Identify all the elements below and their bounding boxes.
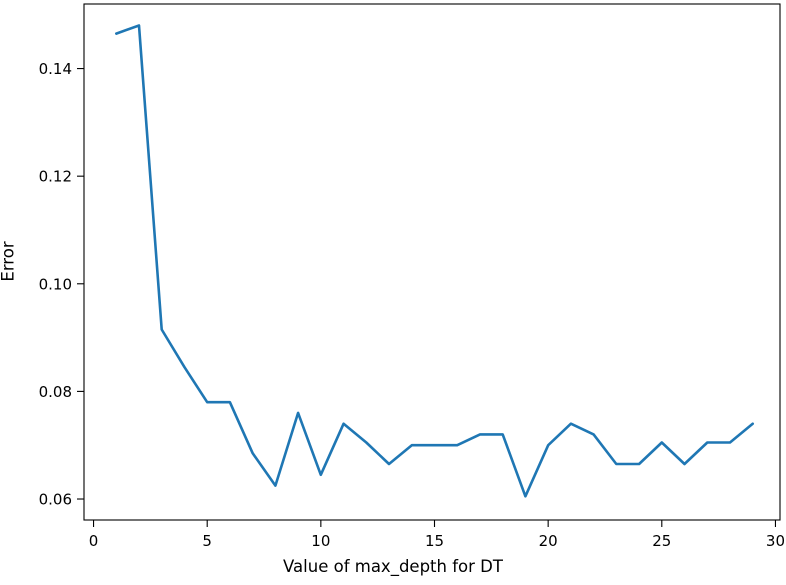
x-tick-label: 0 <box>89 532 99 550</box>
y-axis-label: Error <box>0 241 18 282</box>
x-tick-label: 5 <box>202 532 212 550</box>
x-tick-label: 20 <box>539 532 558 550</box>
x-tick-label: 10 <box>311 532 330 550</box>
y-tick-label: 0.12 <box>39 168 72 186</box>
x-tick-label: 15 <box>425 532 444 550</box>
error-line-series <box>115 24 755 498</box>
y-tick-label: 0.08 <box>39 383 72 401</box>
x-tick-label: 30 <box>766 532 785 550</box>
x-axis-label: Value of max_depth for DT <box>283 557 503 576</box>
y-tick-label: 0.14 <box>39 60 72 78</box>
y-tick-label: 0.10 <box>39 275 72 293</box>
y-tick-label: 0.06 <box>39 491 72 509</box>
axes-spines <box>83 3 781 521</box>
x-tick-label: 25 <box>652 532 671 550</box>
